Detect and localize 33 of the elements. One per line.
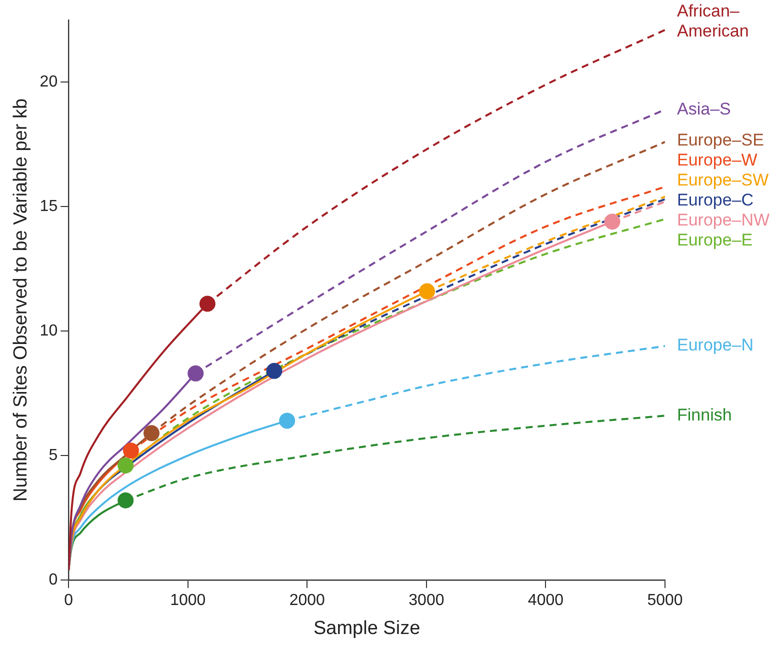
series-label: Finnish: [677, 405, 732, 424]
x-tick-label: 1000: [170, 592, 206, 610]
x-tick-label: 2000: [289, 592, 326, 610]
x-tick-label: 5000: [647, 592, 683, 610]
series-label: Asia–S: [677, 99, 731, 118]
x-axis-title: Sample Size: [313, 618, 420, 639]
series-label: Europe–W: [677, 150, 758, 170]
y-tick-label: 5: [48, 446, 58, 464]
series-label: Europe–C: [677, 190, 754, 210]
point: [266, 362, 282, 379]
series-label: Europe–NW: [677, 210, 770, 230]
point: [143, 425, 160, 442]
point: [279, 412, 296, 429]
series-label: Europe–E: [677, 230, 753, 250]
point: [419, 283, 436, 300]
series-label: Europe–N: [677, 336, 754, 355]
x-tick-label: 0: [64, 592, 74, 610]
y-axis-title: Number of Sites Observed to be Variable per kb: [10, 98, 32, 502]
point: [188, 365, 204, 382]
point: [118, 458, 134, 474]
y-tick-label: 10: [40, 322, 58, 340]
x-tick-label: 4000: [528, 592, 564, 610]
x-tick-label: 3000: [408, 592, 444, 610]
point: [199, 296, 216, 312]
y-tick-label: 0: [48, 571, 58, 588]
y-tick-label: 20: [40, 74, 58, 91]
point: [118, 492, 134, 508]
series-label: African–American: [677, 2, 749, 41]
y-tick-label: 15: [40, 198, 58, 216]
point: [122, 442, 139, 459]
series-label: Europe–SE: [677, 130, 764, 150]
series-label: Europe–SW: [677, 170, 769, 190]
point: [604, 214, 620, 230]
